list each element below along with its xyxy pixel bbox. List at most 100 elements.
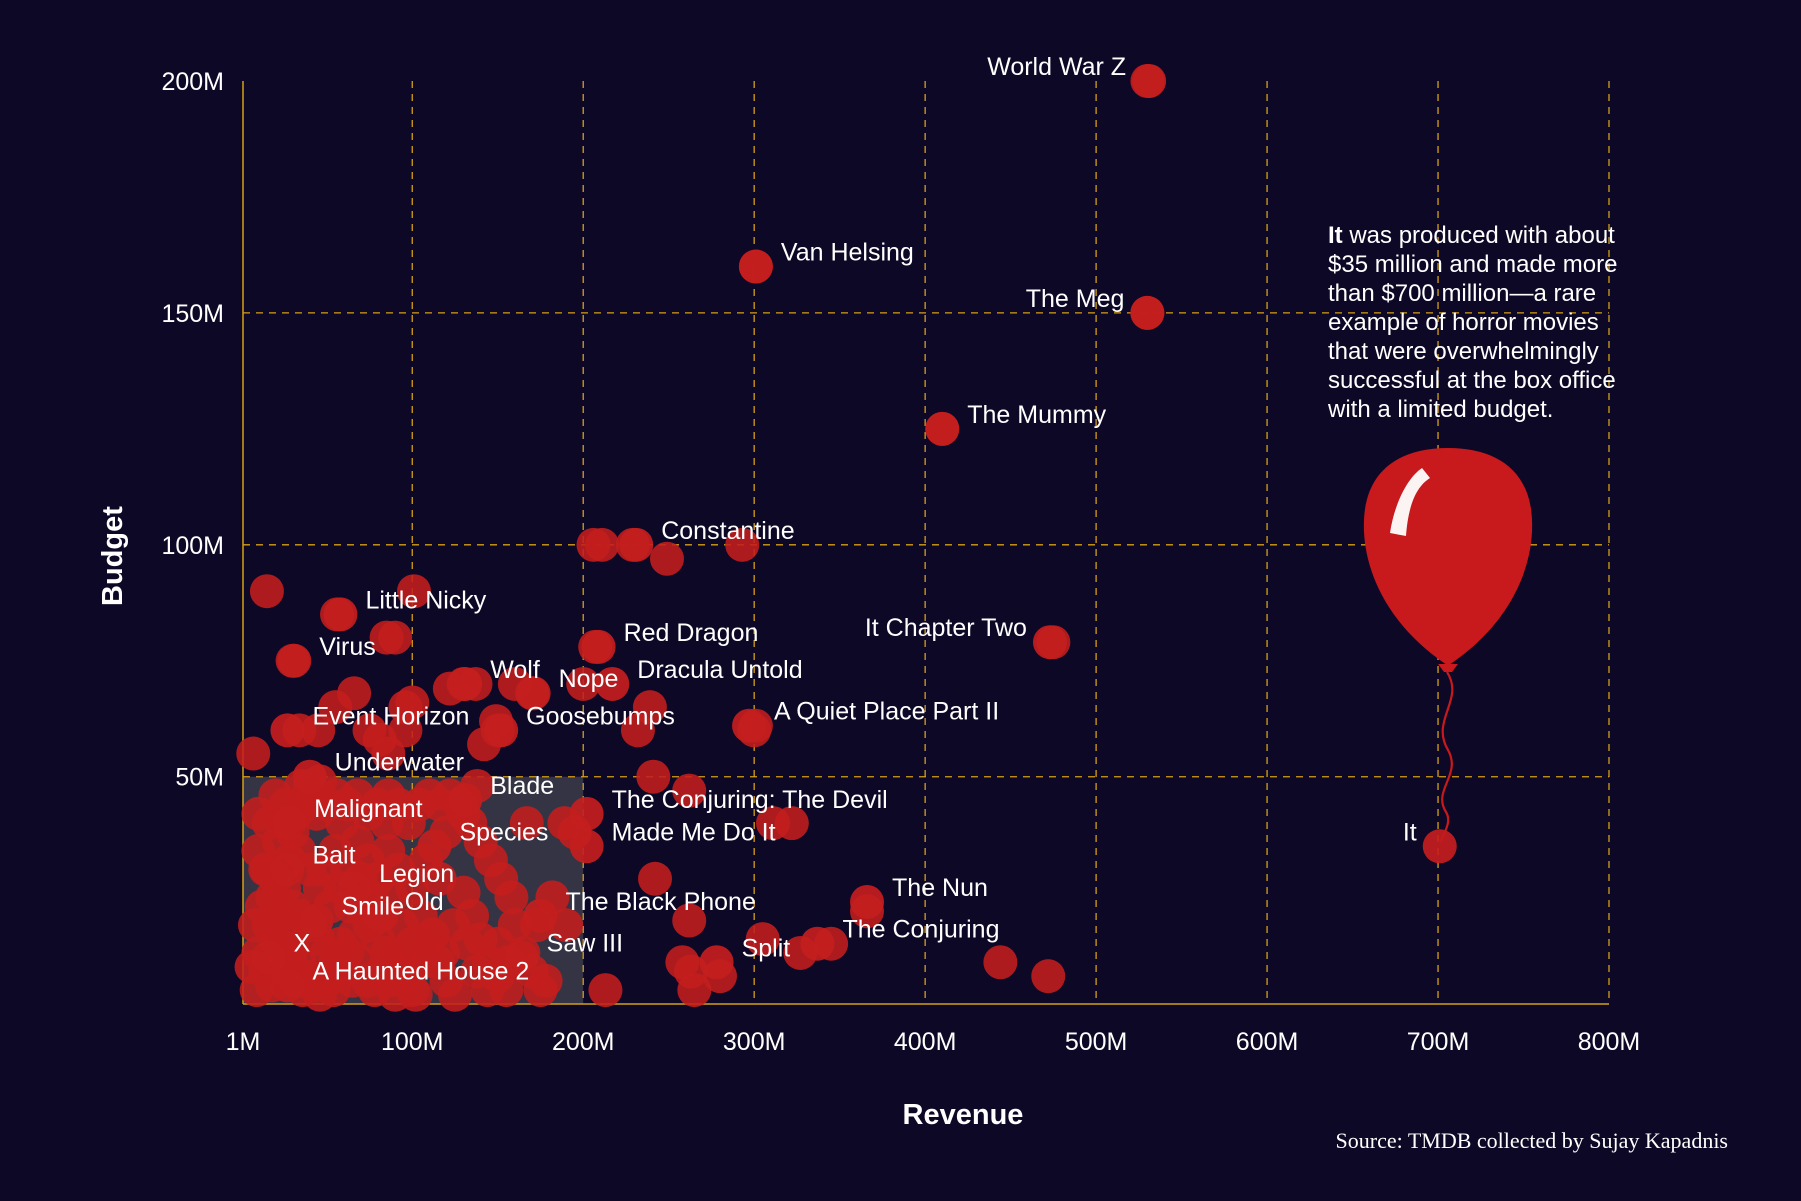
point-label: Split [742, 934, 791, 962]
data-point [672, 773, 707, 808]
data-point [417, 829, 452, 864]
axes: 1M 100M 200M 300M 400M 500M 600M 700M 800M 50M 100… [161, 68, 1640, 1056]
data-point [239, 973, 274, 1008]
data-point [569, 796, 604, 831]
data-point [448, 666, 483, 701]
point-label: Blade [490, 772, 554, 800]
data-point [523, 973, 558, 1008]
data-point [398, 977, 433, 1012]
point-label: Nope [559, 665, 619, 693]
data-point [249, 574, 284, 609]
data-point [484, 713, 519, 748]
point-label: Little Nicky [365, 586, 486, 614]
balloon-string [1439, 671, 1454, 843]
data-point [504, 940, 539, 975]
x-tick-label: 800M [1578, 1028, 1641, 1056]
data-point [378, 620, 413, 655]
data-point [1031, 959, 1066, 994]
data-point [470, 973, 505, 1008]
point-label: Goosebumps [526, 702, 675, 730]
data-point [585, 527, 620, 562]
point-label: Event Horizon [312, 702, 469, 730]
y-axis-title: Budget [97, 506, 129, 606]
data-point [738, 249, 773, 284]
point-label: Underwater [335, 749, 464, 777]
data-point [494, 880, 529, 915]
data-point [649, 541, 684, 576]
data-point [516, 676, 551, 711]
point-label: Saw III [547, 930, 623, 958]
data-point [318, 690, 353, 725]
data-point [569, 829, 604, 864]
annotation-line: with a limited budget. [1327, 396, 1553, 423]
point-label: It [1403, 818, 1417, 846]
data-point [236, 736, 271, 771]
data-point [1130, 295, 1165, 330]
point-label: Old [405, 888, 444, 916]
x-axis-title: Revenue [903, 1099, 1024, 1131]
annotation-line: than $700 million—a rare [1328, 280, 1596, 307]
x-tick-label: 100M [381, 1028, 444, 1056]
data-point [638, 861, 673, 896]
data-point [388, 713, 423, 748]
point-label: A Haunted House 2 [312, 957, 529, 985]
balloon-knot [1438, 664, 1458, 672]
data-point [672, 903, 707, 938]
point-label: World War Z [987, 53, 1126, 81]
data-point [323, 597, 358, 632]
data-point [1422, 829, 1457, 864]
data-point [665, 945, 700, 980]
data-point [774, 806, 809, 841]
data-point [850, 884, 885, 919]
annotation-text: It was produced with about $35 million an… [1327, 222, 1618, 423]
y-tick-label: 100M [161, 532, 224, 560]
x-tick-label: 600M [1236, 1028, 1299, 1056]
data-point [272, 806, 307, 841]
data-point [422, 861, 457, 896]
data-points [234, 64, 1457, 1012]
data-point [523, 898, 558, 933]
data-point [395, 685, 430, 720]
point-label: Malignant [314, 795, 422, 823]
point-label: X [294, 930, 311, 958]
data-point [270, 713, 305, 748]
point-labels: World War Z Van Helsing The Meg The Mummy Co… [294, 53, 1417, 985]
data-point [595, 666, 630, 701]
x-tick-label: 700M [1407, 1028, 1470, 1056]
point-label: The Conjuring: The Devil [612, 786, 888, 814]
x-tick-label: 1M [226, 1028, 261, 1056]
point-label: The Meg [1026, 285, 1125, 313]
annotation-line-rest: was produced with about [1343, 222, 1616, 249]
data-point [437, 977, 472, 1012]
data-point [270, 968, 305, 1003]
x-tick-label: 400M [894, 1028, 957, 1056]
balloon-body [1363, 448, 1533, 665]
data-point [983, 945, 1018, 980]
point-label: Wolf [490, 656, 540, 684]
data-point [699, 945, 734, 980]
source-note: Source: TMDB collected by Sujay Kapadnis [1336, 1128, 1728, 1153]
annotation-line: $35 million and made more [1328, 251, 1618, 278]
data-point [337, 871, 372, 906]
data-point [745, 922, 780, 957]
point-label: Constantine [661, 517, 794, 545]
point-label: The Mummy [967, 401, 1106, 429]
annotation-line: It was produced with about [1328, 222, 1615, 249]
data-point [925, 411, 960, 446]
data-point [566, 666, 601, 701]
point-label: Legion [379, 860, 454, 888]
x-tick-label: 500M [1065, 1028, 1128, 1056]
data-point [636, 759, 671, 794]
data-point [448, 782, 483, 817]
data-point [251, 940, 286, 975]
data-point [277, 643, 312, 678]
point-label: Smile [342, 893, 405, 921]
point-label: Red Dragon [624, 619, 759, 647]
data-point [549, 908, 584, 943]
y-tick-label: 200M [161, 68, 224, 96]
data-point [509, 806, 544, 841]
data-point [299, 903, 334, 938]
data-point [620, 713, 655, 748]
point-label: It Chapter Two [865, 614, 1027, 642]
